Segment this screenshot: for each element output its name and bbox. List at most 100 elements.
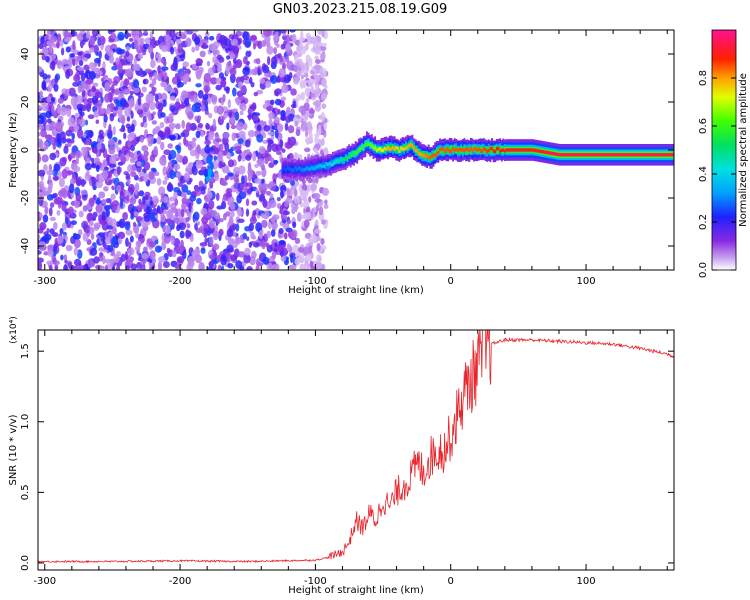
track-cell [564,153,567,157]
track-cell [325,161,328,166]
noise-speck [238,251,245,258]
track-cell [622,153,625,157]
noise-speck [144,68,152,74]
noise-speck [104,93,111,103]
noise-speck [290,231,296,241]
track-cell [653,153,656,157]
track-cell [499,145,502,153]
noise-speck [204,110,210,116]
noise-speck [137,53,144,60]
noise-speck [289,136,297,146]
track-cell [391,145,394,150]
noise-speck [95,180,103,189]
track-cell [658,153,661,157]
noise-speck [193,211,200,221]
noise-speck [261,219,268,229]
noise-speck [99,35,106,46]
noise-speck [137,155,143,163]
noise-speck [111,266,116,270]
noise-speck [138,190,145,197]
track-cell [450,149,453,153]
noise-speck [38,153,41,163]
track-cell [593,153,596,157]
noise-speck [174,198,179,206]
noise-speck [133,57,137,67]
noise-speck [251,102,256,112]
track-cell [666,153,669,157]
noise-speck [160,92,168,102]
noise-speck [38,249,42,255]
noise-speck [130,110,134,119]
track-cell [491,147,493,155]
noise-speck [230,124,237,130]
noise-speck [121,145,129,156]
track-cell [400,146,403,150]
noise-speck [166,247,171,254]
noise-speck [129,235,134,243]
track-cell [456,148,459,153]
noise-speck [290,254,294,264]
noise-speck [206,155,211,164]
noise-speck [264,80,272,88]
track-cell [377,147,380,152]
noise-speck [135,216,143,222]
noise-speck [99,252,104,257]
noise-speck [174,101,181,111]
track-cell [422,154,425,159]
track-cell [508,148,511,152]
noise-speck [156,205,161,213]
noise-speck [64,259,68,264]
noise-speck [271,250,277,260]
noise-speck [304,42,309,51]
noise-speck [204,31,210,37]
noise-speck [188,202,192,212]
noise-speck [148,101,156,111]
noise-speck [85,138,91,146]
noise-speck [95,51,100,56]
track-cell [419,152,422,156]
track-cell [297,166,300,170]
noise-speck [247,130,256,138]
noise-speck [89,226,95,235]
track-cell [284,168,287,172]
noise-speck [248,50,252,57]
noise-speck [300,107,306,116]
noise-speck [313,148,318,153]
noise-speck [91,161,95,168]
noise-speck [248,241,252,248]
noise-speck [41,80,47,90]
noise-speck [182,155,188,165]
noise-speck [106,216,113,224]
track-cell [437,150,440,155]
noise-speck [43,251,49,256]
noise-speck [231,113,235,119]
snr-x-ticks: -300 -200 -100 0 100 [33,330,668,587]
noise-speck [281,30,287,34]
colorbar-tick-label: 0.4 [698,166,709,182]
noise-speck [63,264,68,270]
noise-speck [258,120,265,127]
track-cell [330,159,333,167]
noise-speck [220,255,227,266]
y-tick-label: 0.5 [20,484,31,500]
noise-speck [189,234,194,243]
noise-speck [73,238,81,249]
track-cell [661,153,664,157]
noise-speck [136,108,144,115]
noise-speck [90,233,95,240]
noise-speck [122,88,130,95]
noise-speck [141,86,147,93]
track-cell [344,157,347,161]
track-cell [375,148,378,153]
track-cell [429,155,432,159]
noise-speck [108,54,115,64]
noise-speck [168,134,176,140]
noise-speck [245,154,252,161]
noise-speck [264,156,269,165]
noise-speck [78,59,84,67]
noise-speck [110,237,118,244]
noise-speck [117,231,126,240]
track-cell [640,153,643,157]
noise-speck [213,155,218,161]
noise-speck [147,45,154,54]
